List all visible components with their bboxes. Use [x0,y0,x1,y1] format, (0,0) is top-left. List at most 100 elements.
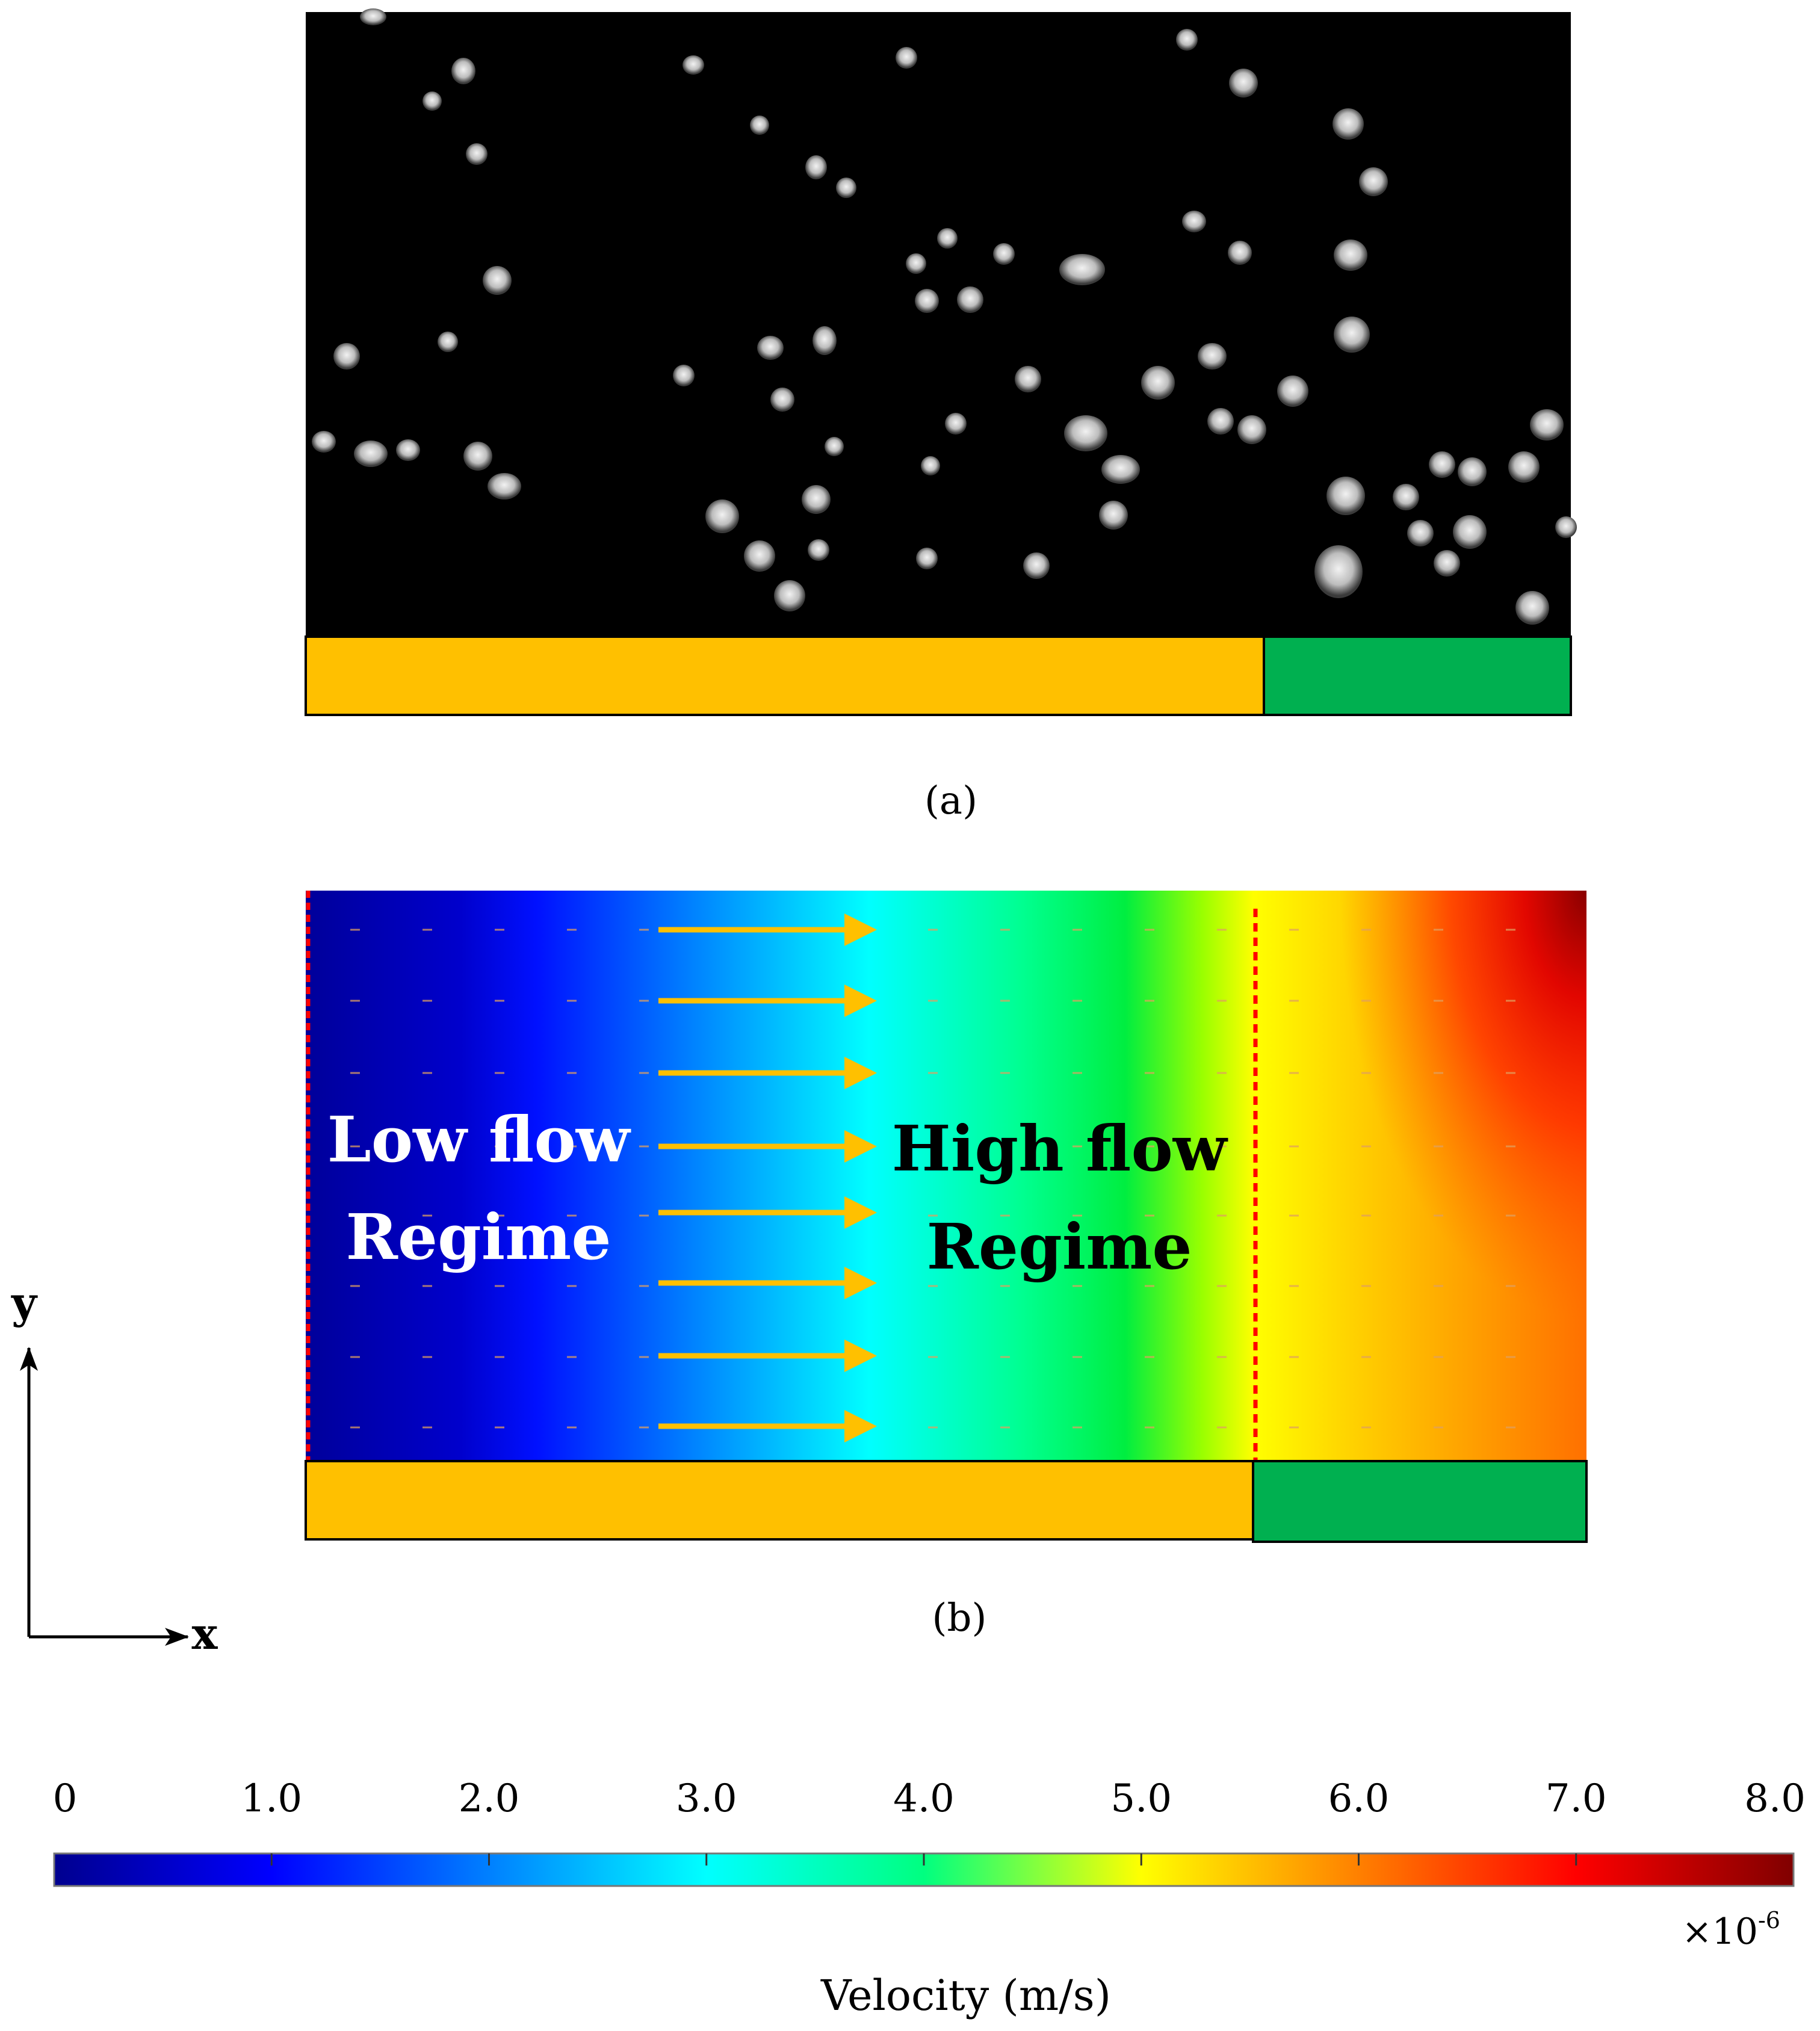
high-flow-label-line1: High flow [892,1111,1228,1186]
particle [1458,457,1487,486]
particle [354,441,388,467]
x-axis-label: x [192,1608,218,1659]
particle [896,47,917,69]
particle [396,439,420,461]
particle [488,473,521,499]
colorbar-exponent: ×10-6 [1682,1907,1780,1953]
colorbar-exponent-base: ×10 [1682,1911,1758,1953]
particle [802,485,831,514]
particle [1237,415,1266,444]
particle [451,58,475,84]
particle [1515,591,1549,625]
particle [1064,415,1107,451]
particle [744,540,775,572]
particle [705,499,739,533]
particle [812,326,837,355]
particle [805,155,827,179]
particle [333,343,360,369]
colorbar-tick-label: 7.0 [1546,1776,1607,1821]
particle [1434,550,1460,577]
colorbar-tick-label: 0 [53,1776,78,1821]
particle [1407,520,1434,546]
particle [757,336,784,360]
colorbar-tick-marks [270,1853,1577,1866]
particle [1326,477,1365,515]
flow-arrows [658,913,877,1442]
colorbar-label: Velocity (m/s) [820,1971,1111,2020]
colorbar-tick-label: 6.0 [1328,1776,1390,1821]
colorbar-tick-label: 5.0 [1110,1776,1172,1821]
particle [1453,515,1487,549]
particle [957,286,983,313]
particle [916,548,938,569]
particle [1508,451,1540,483]
particle [1555,516,1577,538]
particle [1332,108,1364,140]
particle [422,91,442,111]
particle [1059,254,1105,285]
particle [1141,366,1175,400]
colorbar-tick-label: 1.0 [241,1776,302,1821]
particle [1314,545,1363,598]
particle [1023,552,1050,579]
particle [673,365,695,386]
particle-cluster [312,8,1577,625]
particle [1277,376,1308,407]
panel-b-caption: (b) [932,1596,987,1640]
substrate-bar-right [1263,635,1572,716]
particle [774,580,805,611]
particle [808,539,829,561]
panel-a-caption: (a) [924,779,977,823]
axes-indicator: y x [11,1277,218,1659]
particle [937,228,958,249]
velocity-vector-markers [350,929,1515,1429]
substrate-bar-right [1252,1460,1588,1543]
substrate-bar-left [305,1460,1254,1541]
panel-b: Low flow Regime High flow Regime (b) [305,891,1588,1640]
particle [312,431,336,453]
particle [750,116,769,135]
particle-image [306,12,1571,638]
particle [1015,366,1041,392]
particle [1198,343,1227,369]
particle [466,143,488,165]
colorbar-exponent-power: -6 [1758,1907,1780,1934]
particle [1393,484,1419,510]
particle [1207,408,1234,434]
particle [915,289,939,313]
particle [836,178,856,198]
low-flow-label-line2: Regime [345,1200,611,1274]
particle [921,456,940,475]
particle [483,266,512,295]
colorbar-tick-labels: 0 1.0 2.0 3.0 4.0 5.0 6.0 7.0 8.0 [53,1776,1806,1821]
particle [1229,69,1258,97]
substrate-bar-left [305,635,1265,716]
particle [825,437,844,456]
particle [463,442,492,471]
particle [1359,167,1388,196]
particle [1530,409,1564,441]
particle [1228,241,1252,265]
particle [1099,501,1128,530]
particle [1182,211,1206,232]
particle [770,388,794,412]
high-flow-label-line2: Regime [926,1210,1192,1284]
colorbar-tick-label: 4.0 [893,1776,955,1821]
particle [1429,451,1455,478]
panel-a: (a) [305,8,1577,823]
particle [1334,240,1367,271]
particle [993,243,1015,265]
colorbar-tick-label: 3.0 [676,1776,737,1821]
colorbar: 0 1.0 2.0 3.0 4.0 5.0 6.0 7.0 8.0 ×10-6 Velocity… [53,1776,1806,2020]
particle [1334,317,1370,353]
particle [360,8,386,25]
y-axis-label: y [11,1277,38,1328]
colorbar-tick-label: 8.0 [1744,1776,1806,1821]
velocity-hotspot [1258,891,1586,1461]
particle [1176,29,1198,51]
particle [1101,455,1140,484]
low-flow-label-line1: Low flow [327,1102,631,1176]
particle [945,413,967,434]
particle [682,55,704,75]
